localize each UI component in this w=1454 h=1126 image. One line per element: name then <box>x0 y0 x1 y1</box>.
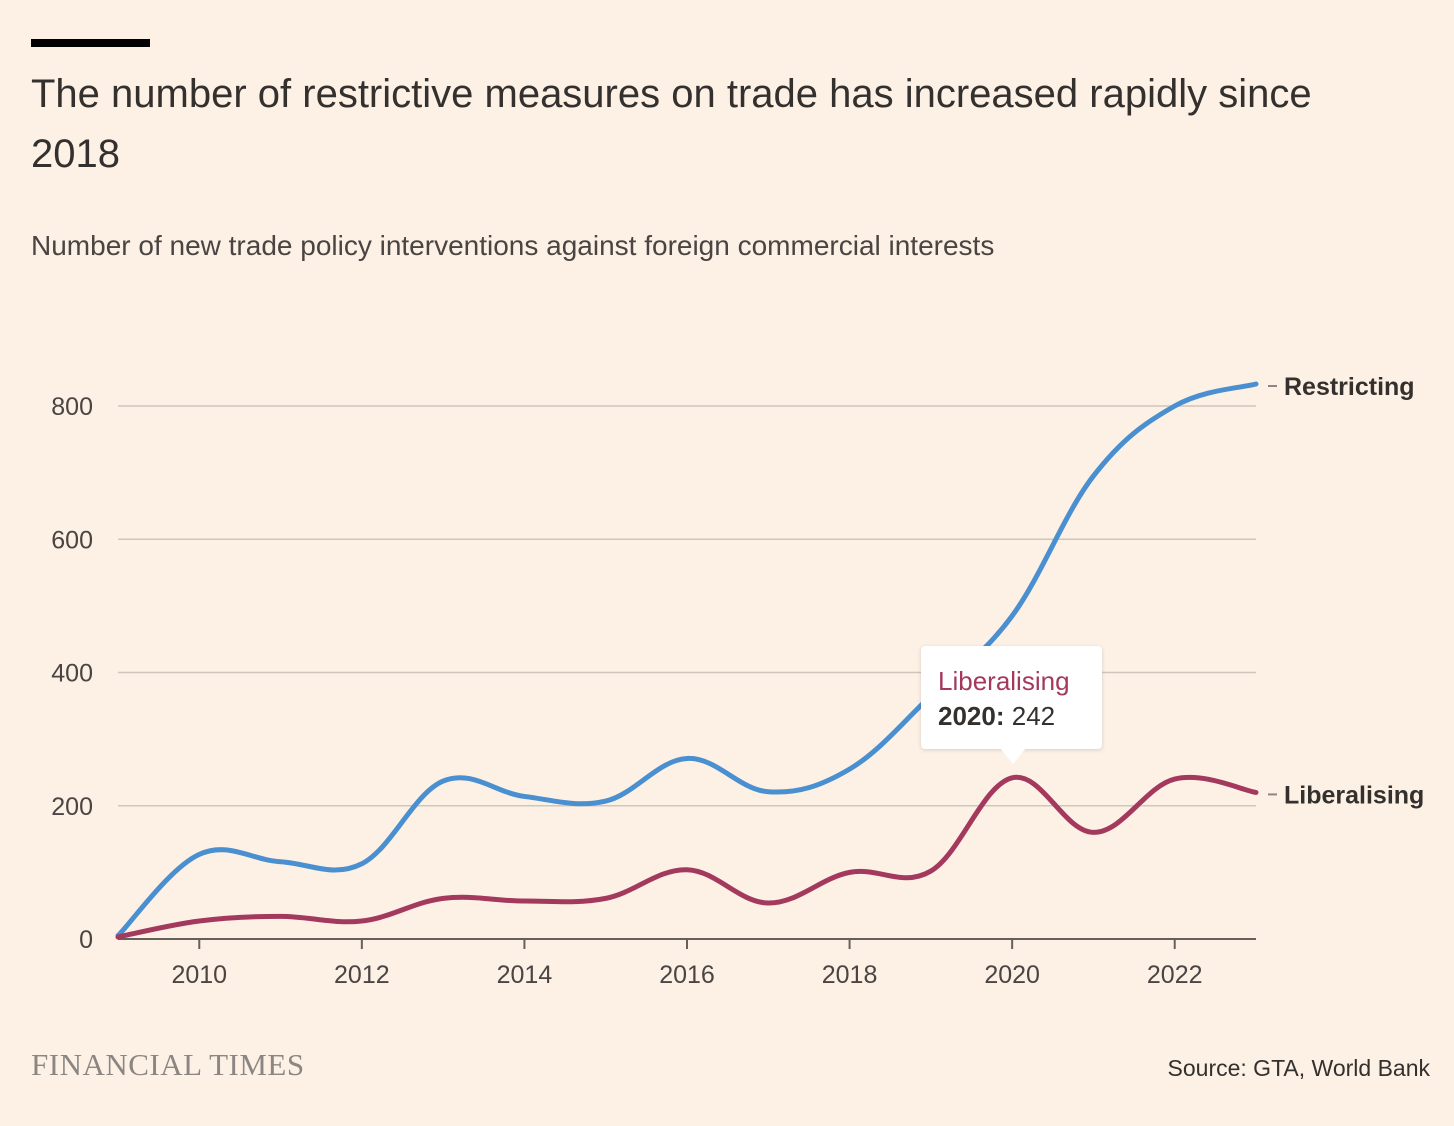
tooltip: Liberalising 2020: 242 <box>921 646 1102 749</box>
tooltip-pointer <box>1000 748 1026 764</box>
ft-logo: FINANCIAL TIMES <box>31 1047 305 1082</box>
series-label-restricting: Restricting <box>1284 373 1415 401</box>
x-tick-label-2020: 2020 <box>984 961 1040 989</box>
y-tick-label-400: 400 <box>51 660 93 688</box>
brand-bar <box>31 39 150 47</box>
source-note: Source: GTA, World Bank <box>1167 1055 1430 1081</box>
tooltip-series-name: Liberalising <box>938 666 1070 696</box>
x-tick-label-2014: 2014 <box>497 961 553 989</box>
x-tick-label-2012: 2012 <box>334 961 390 989</box>
series-line-liberalising <box>115 774 1259 940</box>
tooltip-value: 242 <box>1011 701 1056 731</box>
y-tick-label-200: 200 <box>51 793 93 821</box>
x-tick-label-2018: 2018 <box>822 961 878 989</box>
tooltip-value-line: 2020: 242 <box>938 698 1085 734</box>
y-tick-label-0: 0 <box>79 926 93 954</box>
y-tick-label-600: 600 <box>51 526 93 554</box>
y-tick-label-800: 800 <box>51 393 93 421</box>
chart-subtitle: Number of new trade policy interventions… <box>31 230 995 261</box>
x-tick-label-2016: 2016 <box>659 961 715 989</box>
series-label-liberalising: Liberalising <box>1284 781 1424 809</box>
tooltip-year: 2020: <box>938 701 1005 731</box>
series-line-restricting <box>115 381 1259 939</box>
x-tick-label-2022: 2022 <box>1147 961 1203 989</box>
x-tick-label-2010: 2010 <box>171 961 227 989</box>
chart-title: The number of restrictive measures on tr… <box>31 72 1312 176</box>
